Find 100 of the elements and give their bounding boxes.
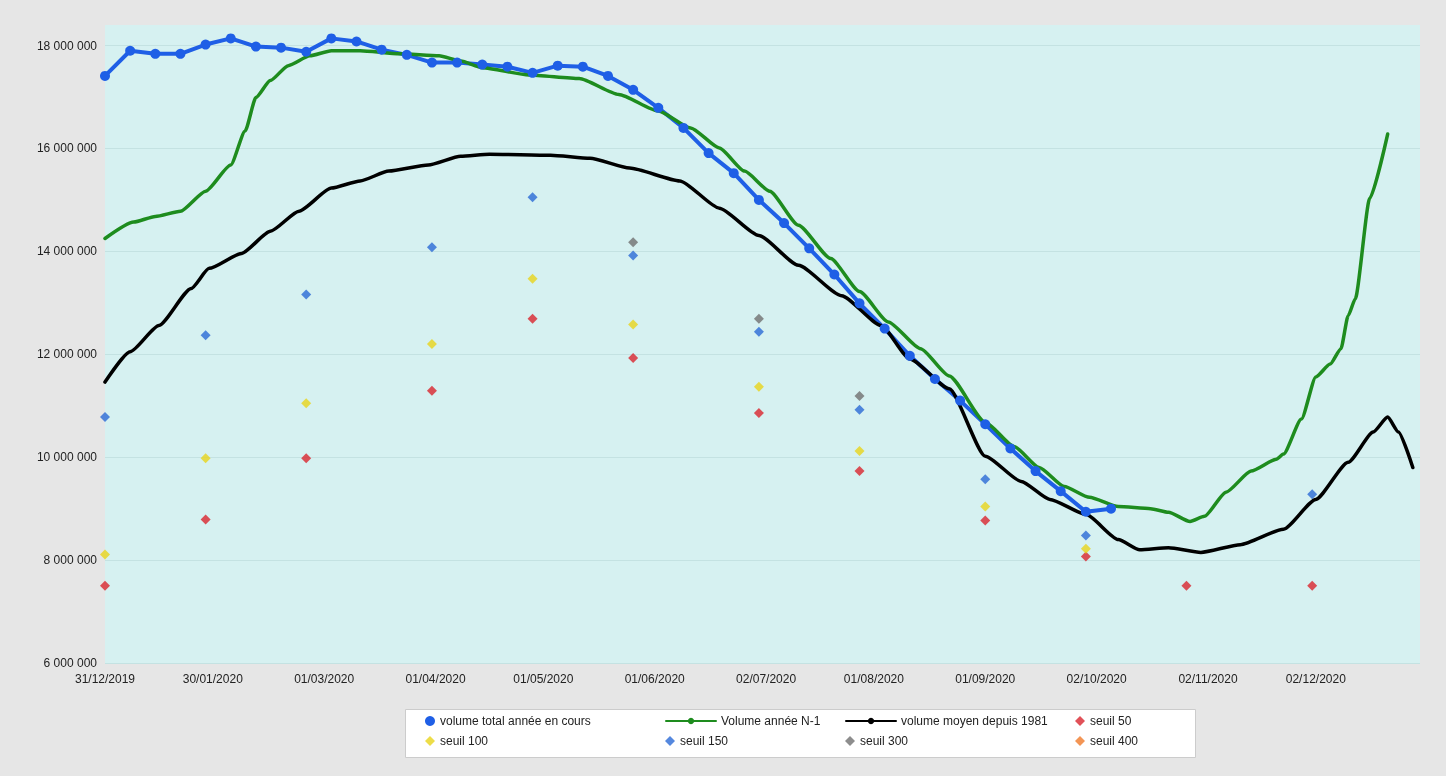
point [854, 390, 865, 401]
line-series [103, 48, 1390, 524]
point [477, 59, 488, 70]
y-tick-label: 6 000 000 [43, 656, 98, 670]
point [678, 122, 689, 133]
x-tick-label: 02/07/2020 [736, 672, 797, 686]
point [628, 237, 639, 248]
point [955, 395, 966, 406]
legend-label: Volume année N-1 [721, 714, 821, 728]
point [502, 61, 513, 72]
point [150, 48, 161, 59]
x-tick-label: 02/11/2020 [1178, 672, 1238, 686]
point [1055, 486, 1066, 497]
point [653, 102, 664, 113]
point [527, 313, 538, 324]
y-tick-label: 18 000 000 [36, 38, 98, 53]
x-tick-label: 31/12/2019 [74, 672, 136, 686]
point [980, 501, 991, 512]
point [628, 250, 639, 261]
point [125, 45, 136, 56]
point [401, 49, 412, 60]
point [1307, 489, 1318, 500]
point [527, 67, 538, 78]
point [929, 373, 940, 384]
point [854, 298, 865, 309]
point [301, 289, 312, 300]
point [980, 515, 991, 526]
legend-label: volume moyen depuis 1981 [901, 714, 1049, 728]
point [100, 549, 110, 560]
point [980, 474, 991, 485]
legend-label: seuil 400 [1090, 734, 1139, 748]
legend-label: seuil 150 [680, 734, 729, 748]
point [301, 46, 312, 57]
legend-label: seuil 300 [860, 734, 909, 748]
point [1106, 503, 1117, 514]
x-tick-label: 01/06/2020 [624, 672, 686, 686]
point [1307, 580, 1318, 591]
point [1080, 530, 1091, 541]
point [753, 407, 764, 418]
point [980, 419, 991, 430]
point [552, 60, 563, 71]
point [854, 466, 865, 477]
point [829, 269, 840, 280]
point [276, 42, 287, 53]
point [100, 412, 110, 423]
point [301, 398, 312, 409]
point [728, 168, 739, 179]
point [628, 319, 639, 330]
point [426, 385, 437, 396]
point [326, 33, 337, 44]
y-tick-label: 10 000 000 [36, 450, 98, 465]
point [100, 580, 110, 591]
x-tick-label: 01/05/2020 [513, 672, 574, 686]
x-tick-label: 01/03/2020 [294, 672, 355, 686]
point [200, 39, 211, 50]
point [225, 33, 236, 44]
point [703, 148, 714, 159]
point [753, 194, 764, 205]
point [175, 48, 186, 59]
y-tick-label: 12 000 000 [36, 347, 98, 362]
line-series [103, 152, 1415, 555]
y-tick-label: 16 000 000 [36, 141, 98, 156]
point [904, 350, 915, 361]
point [1030, 466, 1041, 477]
point [527, 273, 538, 284]
x-tick-label: 01/04/2020 [405, 672, 466, 686]
point [426, 57, 437, 68]
point [1080, 543, 1091, 554]
point [200, 330, 211, 341]
x-tick-label: 02/10/2020 [1066, 672, 1127, 686]
point [1005, 443, 1016, 454]
x-tick-label: 01/09/2020 [955, 672, 1016, 686]
point [879, 323, 890, 334]
x-tick-label: 30/01/2020 [182, 672, 244, 686]
point [527, 192, 538, 203]
point [1080, 551, 1091, 562]
point [1181, 580, 1192, 591]
point [603, 70, 614, 81]
legend-label: seuil 100 [440, 734, 489, 748]
point [200, 514, 211, 525]
point [1080, 506, 1091, 517]
point [753, 381, 764, 392]
point [753, 326, 764, 337]
point [200, 453, 211, 464]
point [250, 41, 261, 52]
legend-label: volume total année en cours [440, 714, 591, 728]
point [577, 61, 588, 72]
point [804, 243, 815, 254]
y-tick-label: 8 000 000 [43, 553, 98, 568]
point [426, 242, 437, 253]
x-tick-label: 02/12/2020 [1285, 672, 1347, 686]
legend-label: seuil 50 [1090, 714, 1132, 728]
point [854, 404, 865, 415]
point [351, 36, 362, 47]
x-tick-label: 01/08/2020 [843, 672, 905, 686]
point [779, 218, 790, 229]
point [854, 446, 865, 457]
point [426, 339, 437, 349]
point [628, 352, 639, 363]
point [628, 84, 639, 95]
